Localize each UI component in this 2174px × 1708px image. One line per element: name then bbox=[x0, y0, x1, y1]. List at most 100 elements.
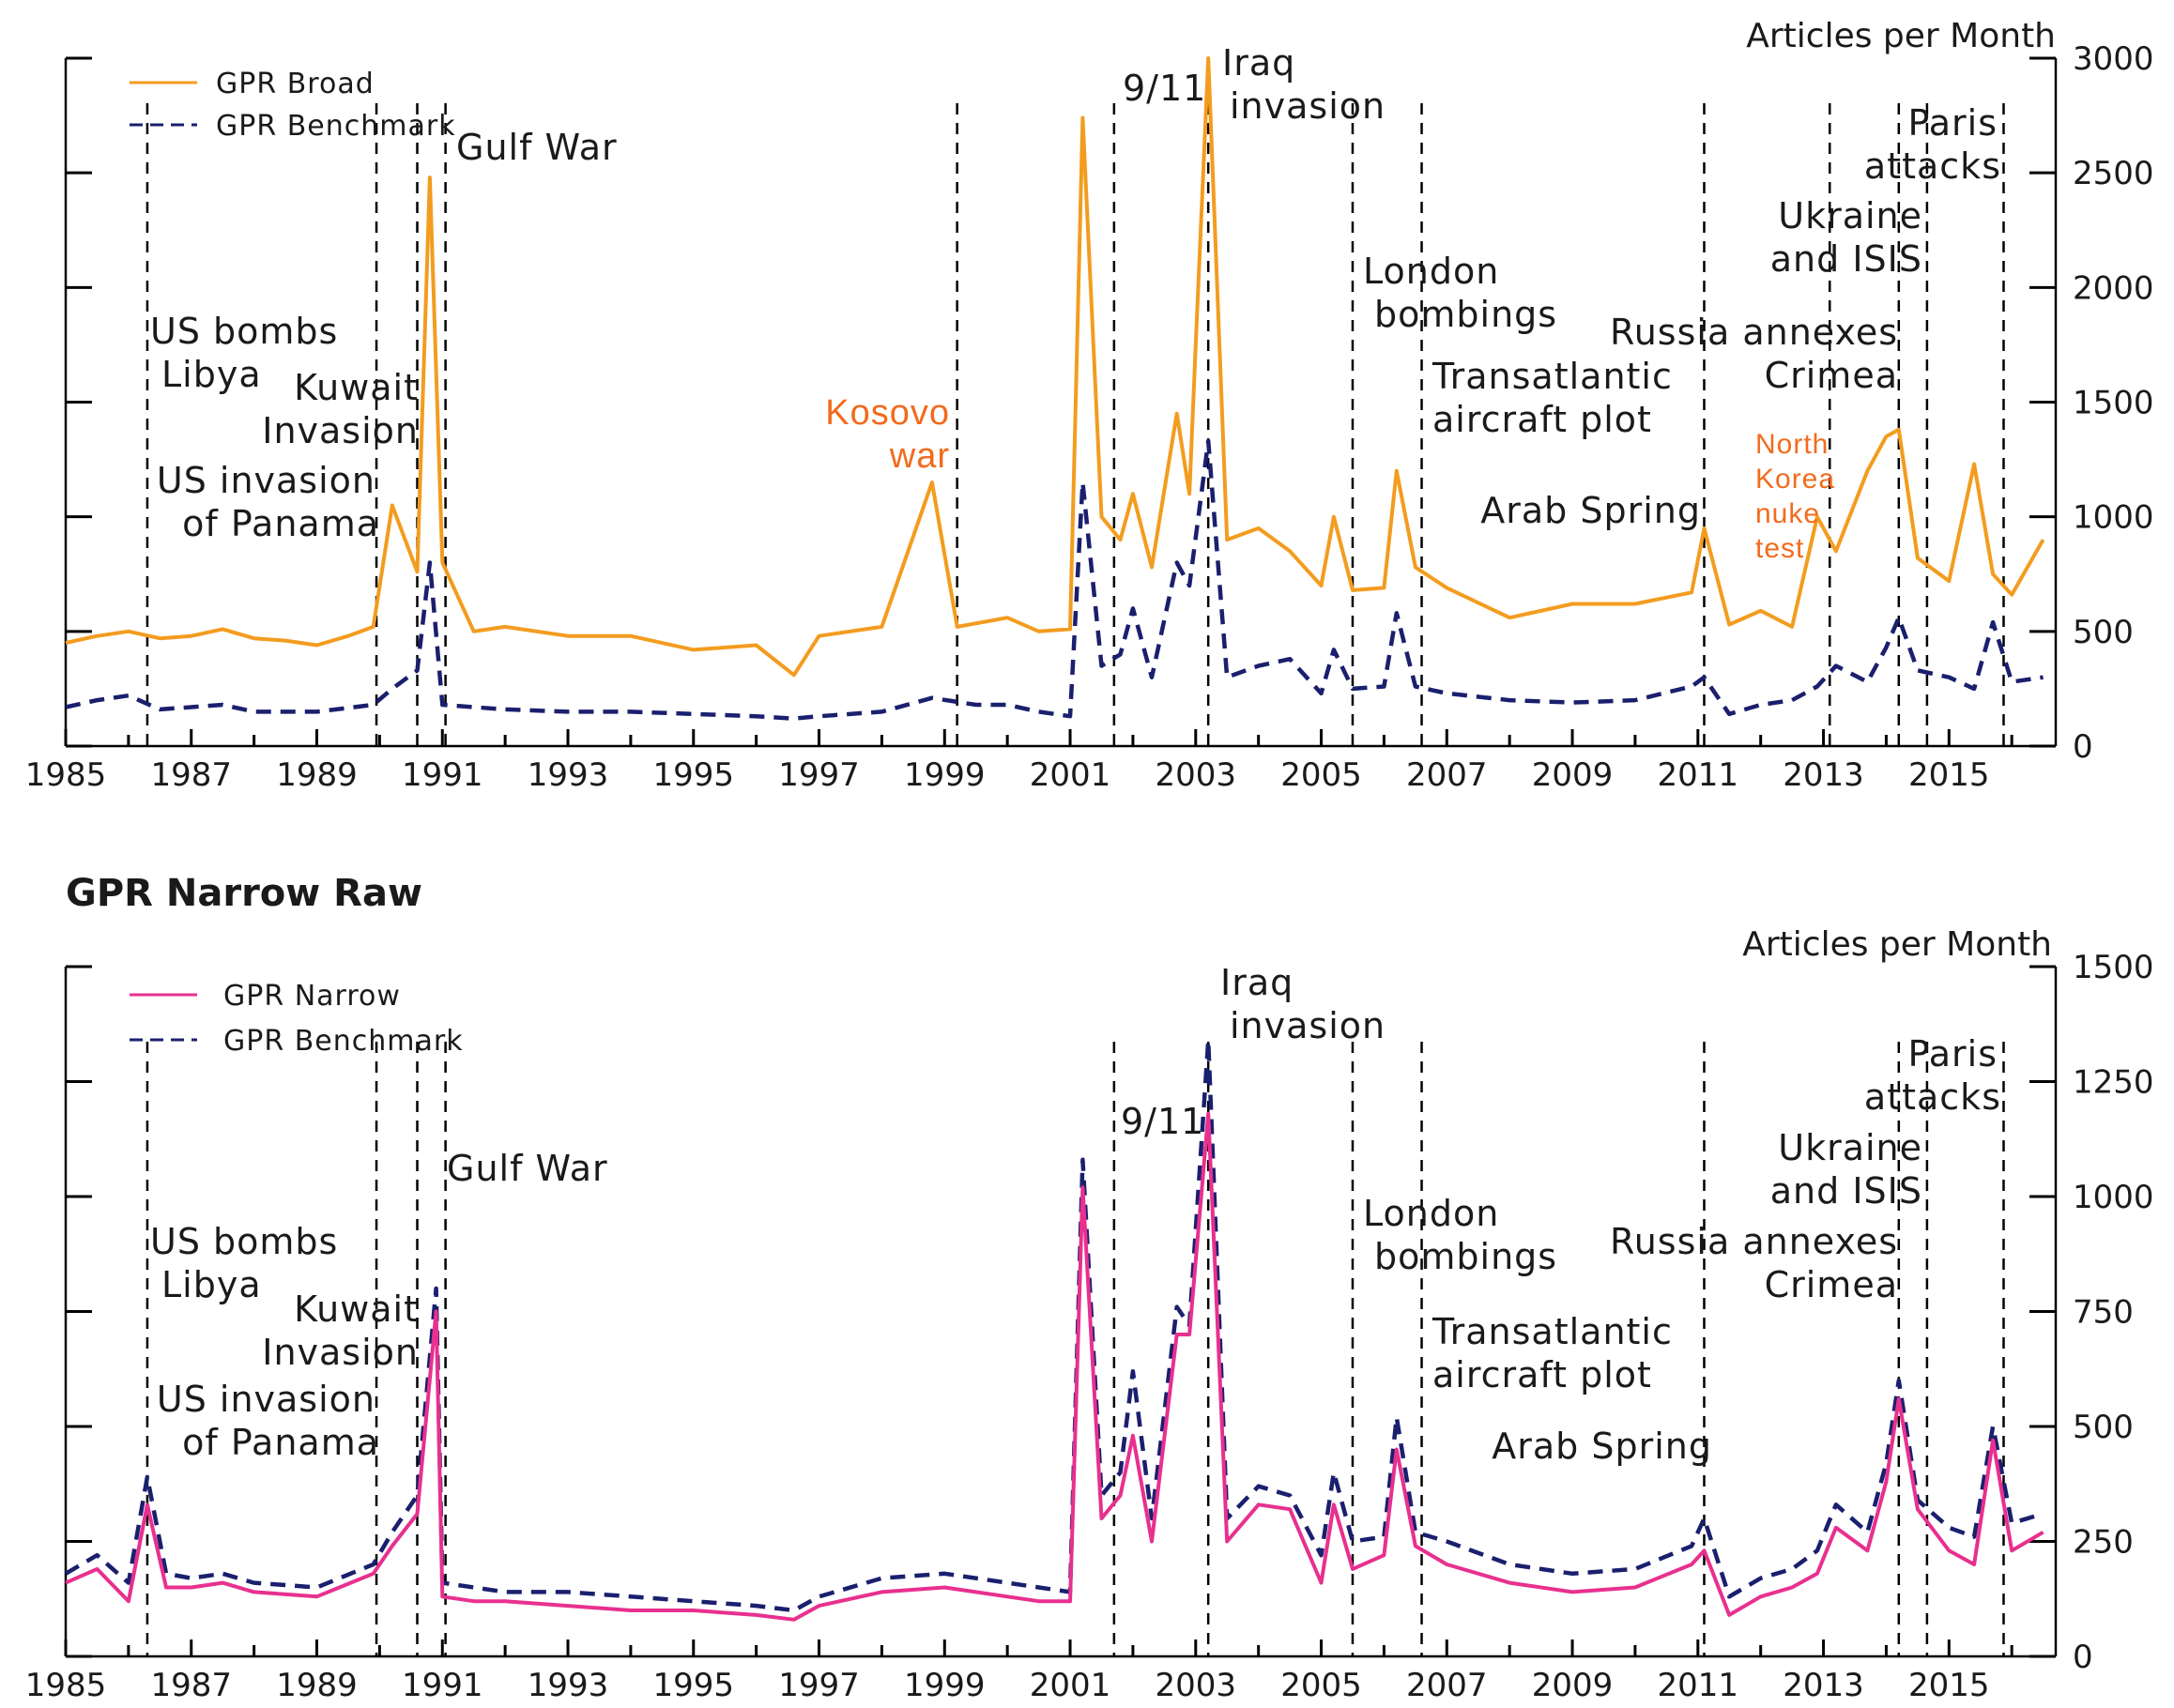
series-line-gpr-narrow bbox=[65, 1111, 2044, 1622]
bottom-chart-panel: Articles per Month 0 250 500 750 1000 1250 150… bbox=[25, 925, 2154, 1704]
series-line-gpr-broad bbox=[65, 56, 2045, 678]
x-tick-label: 2013 bbox=[1783, 756, 1864, 794]
x-tick-label: 1999 bbox=[904, 1667, 986, 1704]
legend-label-gpr-benchmark: GPR Benchmark bbox=[216, 110, 456, 143]
y-tick-label: 500 bbox=[2073, 614, 2134, 651]
bottom-y-ticks: 0 250 500 750 1000 1250 1500 bbox=[66, 949, 2154, 1676]
x-tick-label: 2015 bbox=[1908, 1667, 1990, 1704]
x-tick-label: 2003 bbox=[1156, 1667, 1237, 1704]
x-tick-label: 1985 bbox=[25, 756, 107, 794]
annotation-transatlantic-plot: Transatlantic aircraft plot bbox=[1431, 1311, 1673, 1395]
annotation-line: US bombs bbox=[150, 311, 338, 352]
annotation-transatlantic-plot: Transatlantic aircraft plot bbox=[1431, 356, 1673, 440]
annotation-gulf-war: Gulf War bbox=[447, 1148, 608, 1189]
annotation-russia-crimea: Russia annexes Crimea bbox=[1610, 312, 1898, 396]
x-tick-label: 1999 bbox=[904, 756, 986, 794]
annotation-9-11: 9/11 bbox=[1121, 1101, 1204, 1142]
x-tick-label: 1995 bbox=[653, 756, 735, 794]
y-tick-label: 1500 bbox=[2073, 949, 2154, 986]
annotation-arab-spring: Arab Spring bbox=[1492, 1426, 1712, 1467]
y-tick-label: 3000 bbox=[2073, 40, 2154, 78]
annotation-london-bombings: London bombings bbox=[1363, 1193, 1557, 1277]
series-line-gpr-benchmark bbox=[64, 1038, 2044, 1613]
x-tick-label: 1993 bbox=[528, 756, 609, 794]
x-tick-label: 2015 bbox=[1908, 756, 1990, 794]
annotation-line: invasion bbox=[1230, 85, 1386, 127]
top-x-ticks: 1985 1987 1989 1991 1993 1995 1997 1999 2001 2003… bbox=[25, 729, 2013, 794]
annotation-line: London bbox=[1363, 1193, 1499, 1234]
x-tick-label: 1993 bbox=[528, 1667, 609, 1704]
top-event-lines bbox=[145, 103, 2005, 746]
annotation-line: London bbox=[1363, 251, 1499, 292]
annotation-russia-crimea: Russia annexes Crimea bbox=[1610, 1221, 1898, 1305]
annotation-line: Ukraine bbox=[1778, 195, 1922, 236]
x-tick-label: 2009 bbox=[1532, 1667, 1614, 1704]
x-tick-label: 2011 bbox=[1658, 756, 1739, 794]
y-tick-label: 1500 bbox=[2073, 385, 2154, 422]
y-tick-label: 1000 bbox=[2073, 1179, 2154, 1216]
annotation-arab-spring: Arab Spring bbox=[1480, 490, 1701, 531]
x-tick-label: 2011 bbox=[1658, 1667, 1739, 1704]
annotation-line: Transatlantic bbox=[1431, 356, 1673, 397]
annotation-line: US invasion bbox=[157, 460, 375, 501]
annotation-line: Kuwait bbox=[294, 1289, 419, 1330]
annotation-line: of Panama bbox=[182, 1422, 379, 1463]
y-tick-label: 1250 bbox=[2073, 1064, 2154, 1102]
x-tick-label: 2007 bbox=[1406, 1667, 1488, 1704]
annotation-iraq-invasion: Iraq invasion bbox=[1222, 42, 1386, 127]
x-tick-label: 2005 bbox=[1280, 1667, 1362, 1704]
annotation-iraq-invasion: Iraq invasion bbox=[1220, 962, 1386, 1046]
x-tick-label: 2013 bbox=[1783, 1667, 1864, 1704]
annotation-line: Libya bbox=[161, 1264, 262, 1305]
annotation-line: Invasion bbox=[262, 1332, 419, 1373]
bottom-y-axis-unit: Articles per Month bbox=[1742, 925, 2052, 964]
x-tick-label: 2003 bbox=[1156, 756, 1237, 794]
x-tick-label: 1997 bbox=[778, 1667, 860, 1704]
annotation-line: and ISIS bbox=[1770, 238, 1922, 280]
annotation-us-invasion-panama: US invasion of Panama bbox=[157, 460, 379, 544]
annotation-line: bombings bbox=[1374, 1236, 1557, 1277]
annotation-line: US invasion bbox=[157, 1379, 375, 1420]
x-tick-label: 2005 bbox=[1280, 756, 1362, 794]
annotation-line: test bbox=[1755, 533, 1804, 564]
y-tick-label: 500 bbox=[2073, 1409, 2134, 1446]
annotation-line: Libya bbox=[161, 354, 262, 395]
y-tick-label: 0 bbox=[2073, 728, 2093, 766]
x-tick-label: 1997 bbox=[778, 756, 860, 794]
annotation-london-bombings: London bombings bbox=[1363, 251, 1557, 335]
annotation-line: war bbox=[889, 436, 950, 476]
x-tick-label: 1985 bbox=[25, 1667, 107, 1704]
annotation-line: attacks bbox=[1864, 1076, 2001, 1118]
bottom-series bbox=[64, 1038, 2044, 1622]
x-tick-label: 1991 bbox=[402, 756, 483, 794]
annotation-us-invasion-panama: US invasion of Panama bbox=[157, 1379, 379, 1463]
annotation-kuwait-invasion: Kuwait Invasion bbox=[262, 367, 419, 451]
annotation-line: Iraq bbox=[1220, 962, 1294, 1003]
x-tick-label: 1987 bbox=[150, 756, 232, 794]
y-tick-label: 2500 bbox=[2073, 155, 2154, 192]
bottom-legend: GPR Narrow GPR Benchmark bbox=[130, 980, 464, 1058]
annotation-ukraine-isis: Ukraine and ISIS bbox=[1770, 195, 1922, 280]
annotation-line: Korea bbox=[1755, 464, 1835, 495]
annotation-kuwait-invasion: Kuwait Invasion bbox=[262, 1289, 419, 1373]
annotation-north-korea-nuke-test: North Korea nuke test bbox=[1755, 429, 1835, 564]
annotation-line: Crimea bbox=[1765, 355, 1898, 396]
series-line-gpr-benchmark bbox=[65, 438, 2044, 721]
top-chart-panel: Articles per Month 0 500 1000 1500 2000 2500 3… bbox=[25, 17, 2154, 794]
annotation-line: Russia annexes bbox=[1610, 1221, 1898, 1262]
top-y-ticks: 0 500 1000 1500 2000 2500 3000 bbox=[66, 40, 2154, 766]
annotation-line: Ukraine bbox=[1778, 1127, 1922, 1168]
legend-label-gpr-benchmark: GPR Benchmark bbox=[223, 1025, 464, 1058]
x-tick-label: 1987 bbox=[150, 1667, 232, 1704]
annotation-line: Kosovo bbox=[825, 393, 950, 433]
annotation-line: and ISIS bbox=[1770, 1170, 1922, 1212]
y-tick-label: 2000 bbox=[2073, 269, 2154, 307]
annotation-line: Paris bbox=[1908, 102, 1998, 144]
annotation-us-bombs-libya: US bombs Libya bbox=[150, 1221, 338, 1305]
x-tick-label: 2007 bbox=[1406, 756, 1488, 794]
bottom-panel-title: GPR Narrow Raw bbox=[66, 872, 422, 915]
x-tick-label: 1989 bbox=[276, 1667, 358, 1704]
annotation-9-11: 9/11 bbox=[1123, 68, 1206, 109]
annotation-us-bombs-libya: US bombs Libya bbox=[150, 311, 338, 395]
top-y-axis-unit: Articles per Month bbox=[1746, 17, 2056, 55]
